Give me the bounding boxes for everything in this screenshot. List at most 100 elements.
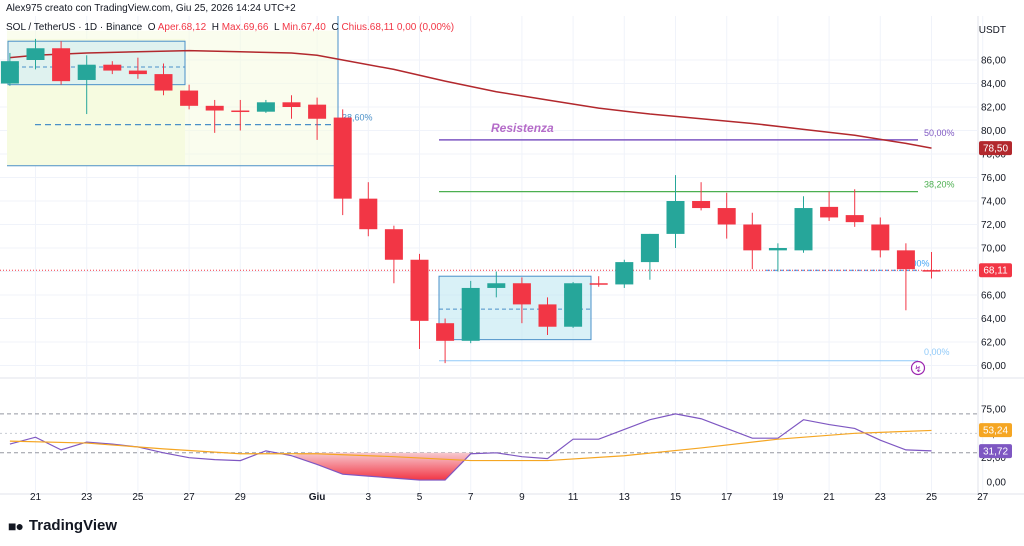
price-tag-label: 78,50 <box>983 144 1008 155</box>
rsi-tick-label: 75,00 <box>981 405 1006 416</box>
candle-body-down <box>845 215 864 223</box>
candle-body-up <box>794 208 813 251</box>
time-tick-label: 25 <box>132 492 144 503</box>
price-tick-label: 66,00 <box>981 291 1006 302</box>
time-tick-label: 3 <box>366 492 372 503</box>
candle-body-down <box>103 64 122 71</box>
candle-body-down <box>308 104 327 119</box>
time-tick-label: 19 <box>772 492 784 503</box>
high-label: H <box>211 22 219 33</box>
symbol-name: SOL / TetherUS · 1D · Binance <box>6 22 143 33</box>
price-tick-label: 82,00 <box>981 103 1006 114</box>
high-value: Max.69,66 <box>221 22 269 33</box>
time-tick-label: 29 <box>235 492 247 503</box>
candle-body-up <box>564 283 583 327</box>
time-tick-label: 27 <box>184 492 196 503</box>
open-label: O <box>147 22 156 33</box>
time-tick-label: 27 <box>977 492 989 503</box>
tradingview-logo-icon: ■● <box>8 517 24 534</box>
time-tick-label: 21 <box>824 492 836 503</box>
candle-body-up <box>26 48 45 60</box>
tradingview-brand[interactable]: ■● TradingView <box>8 517 117 534</box>
fib-label-0-lower: 0,00% <box>924 347 950 357</box>
price-tick-label: 62,00 <box>981 338 1006 349</box>
open-value: Aper.68,12 <box>157 22 207 33</box>
rsi-oversold-fill <box>291 452 471 481</box>
candle-body-down <box>743 224 762 251</box>
time-tick-label: 9 <box>519 492 525 503</box>
candle-body-up <box>666 201 685 234</box>
candle-body-down <box>692 201 711 209</box>
price-tick-label: 70,00 <box>981 244 1006 255</box>
rsi-line <box>9 413 932 481</box>
time-tick-label: 21 <box>30 492 42 503</box>
candle-body-down <box>128 70 147 75</box>
alert-icon-glyph: ↯ <box>914 365 922 375</box>
candle-body-down <box>231 110 250 113</box>
candle-body-up <box>77 64 96 80</box>
candle-body-up <box>461 287 480 341</box>
candle-body-down <box>205 105 224 111</box>
time-tick-label: 23 <box>875 492 887 503</box>
candle-body-down <box>717 208 736 225</box>
rsi-tick-label: 0,00 <box>987 478 1007 489</box>
price-tick-label: 60,00 <box>981 361 1006 372</box>
fib-label-50: 50,00% <box>924 128 955 138</box>
alert-icon <box>910 360 926 376</box>
currency-label: USDT <box>979 25 1006 36</box>
symbol-legend[interactable]: SOL / TetherUS · 1D · Binance O Aper.68,… <box>6 22 454 33</box>
rsi-value-tag-label: 31,72 <box>983 447 1008 458</box>
price-tick-label: 86,00 <box>981 56 1006 67</box>
time-tick-label: 13 <box>619 492 631 503</box>
close-label: C <box>331 22 339 33</box>
price-tag <box>979 263 1012 278</box>
low-label: L <box>273 22 280 33</box>
price-tick-label: 72,00 <box>981 220 1006 231</box>
fib-label-38-60: 38,60% <box>342 113 373 123</box>
time-tick-label: 25 <box>926 492 938 503</box>
candle-body-down <box>410 259 429 321</box>
candle-body-down <box>922 270 941 272</box>
rsi-value-tag-label: 53,24 <box>983 426 1008 437</box>
created-by-text: Alex975 creato con TradingView.com, Giu … <box>6 3 296 14</box>
candle-body-down <box>538 304 557 327</box>
brand-name: TradingView <box>28 517 118 534</box>
resistance-label: Resistenza <box>491 121 554 135</box>
candle-body-down <box>52 48 71 82</box>
candle-body-up <box>615 262 634 285</box>
price-tick-label: 64,00 <box>981 314 1006 325</box>
ema-line <box>9 49 932 149</box>
candle-body-down <box>820 206 839 218</box>
price-tick-label: 76,00 <box>981 173 1006 184</box>
rsi-tick-label: 25,00 <box>981 453 1006 464</box>
rsi-ma-line <box>9 429 932 462</box>
price-tick-label: 84,00 <box>981 79 1006 90</box>
candle-body-down <box>871 224 890 251</box>
candle-body-down <box>896 250 915 270</box>
time-tick-label: 17 <box>721 492 733 503</box>
price-tag-label: 68,11 <box>983 266 1008 277</box>
candle-body-up <box>0 61 19 84</box>
candle-body-down <box>589 283 608 285</box>
candle-body-down <box>180 90 199 106</box>
candle-body-down <box>154 74 173 91</box>
candle-body-up <box>256 102 275 112</box>
fib-label-0-upper: 0,00% <box>904 258 930 268</box>
candle-body-down <box>359 198 378 230</box>
price-tag <box>979 141 1012 156</box>
candle-body-up <box>768 248 787 251</box>
time-tick-label: 7 <box>468 492 474 503</box>
close-value: Chius.68,11 <box>341 22 395 33</box>
price-tick-label: 74,00 <box>981 197 1006 208</box>
change-value: 0,00 (0,00%) <box>396 22 455 33</box>
candle-body-down <box>512 283 531 305</box>
time-tick-label: 5 <box>417 492 423 503</box>
fib-label-38-20: 38,20% <box>924 180 955 190</box>
time-tick-label: 15 <box>670 492 682 503</box>
candle-body-down <box>436 323 455 341</box>
low-value: Min.67,40 <box>281 22 326 33</box>
candle-body-up <box>640 233 659 263</box>
price-tick-label: 80,00 <box>981 126 1006 137</box>
candle-body-down <box>333 117 352 199</box>
